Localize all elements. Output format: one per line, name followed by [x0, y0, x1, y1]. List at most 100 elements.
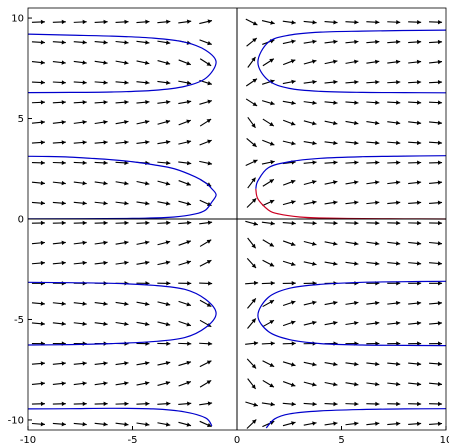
field-arrow: [303, 140, 317, 146]
field-arrow: [247, 116, 256, 129]
field-arrow: [387, 19, 401, 25]
field-arrow: [178, 220, 192, 226]
field-arrow: [262, 360, 275, 368]
field-arrow: [31, 200, 45, 206]
field-arrow: [31, 240, 45, 246]
field-arrow: [31, 40, 45, 45]
field-arrow: [282, 361, 296, 367]
field-arrow: [31, 421, 45, 427]
field-arrow: [52, 120, 66, 125]
field-arrow: [345, 300, 359, 306]
field-arrow: [282, 79, 296, 85]
field-arrow: [52, 100, 66, 105]
field-arrow: [157, 422, 171, 427]
field-arrow: [324, 241, 338, 246]
field-arrow: [199, 401, 213, 406]
field-arrow: [408, 200, 422, 205]
field-arrow: [136, 220, 150, 226]
field-arrow: [282, 140, 296, 146]
field-arrow: [303, 320, 317, 326]
field-arrow: [178, 421, 192, 427]
field-arrow: [324, 401, 338, 407]
field-arrow: [115, 220, 129, 226]
field-arrow: [199, 281, 213, 286]
field-arrow: [387, 261, 401, 266]
field-arrow: [52, 361, 66, 366]
field-arrow: [157, 220, 171, 226]
field-arrow: [366, 100, 380, 105]
field-arrow: [73, 80, 87, 85]
field-arrow: [387, 241, 401, 246]
field-arrow: [345, 180, 359, 185]
y-tick-label: 0: [18, 215, 24, 226]
field-arrow: [94, 140, 108, 145]
solution-curve-4: [257, 29, 446, 94]
field-arrow: [136, 140, 150, 145]
field-arrow: [115, 119, 129, 125]
field-arrow: [247, 56, 256, 68]
field-arrow: [282, 240, 296, 247]
field-arrow: [429, 401, 443, 407]
field-arrow: [387, 79, 401, 85]
field-arrow: [178, 119, 192, 126]
field-arrow: [282, 341, 296, 346]
field-arrow: [178, 80, 192, 85]
field-arrow: [282, 281, 296, 286]
field-arrow: [157, 80, 171, 85]
field-arrow: [73, 140, 87, 145]
field-arrow: [282, 320, 296, 327]
field-arrow: [52, 140, 66, 145]
field-arrow: [345, 320, 359, 326]
field-arrow: [387, 100, 401, 105]
field-arrow: [324, 39, 338, 45]
field-arrow: [115, 301, 129, 306]
field-arrow: [94, 40, 108, 45]
field-arrow: [429, 361, 443, 367]
field-arrow: [429, 140, 443, 145]
field-arrow: [366, 39, 380, 45]
field-arrow: [52, 180, 66, 186]
field-arrow: [115, 19, 129, 25]
field-arrow: [31, 60, 45, 65]
field-arrow: [324, 160, 338, 165]
field-arrow: [429, 19, 443, 25]
field-arrow: [408, 300, 422, 306]
field-arrow: [94, 160, 108, 166]
field-arrow: [408, 241, 422, 246]
field-arrow: [429, 341, 443, 346]
field-arrow: [387, 300, 401, 306]
field-arrow: [115, 201, 129, 206]
field-arrow: [157, 240, 171, 246]
field-arrow: [408, 341, 422, 346]
field-arrow: [199, 239, 212, 247]
field-arrow: [387, 200, 401, 205]
field-arrow: [324, 381, 338, 387]
field-arrow: [178, 200, 192, 206]
field-arrow: [408, 80, 422, 85]
field-arrow: [94, 19, 108, 25]
field-arrow: [115, 100, 129, 105]
field-arrow: [261, 341, 275, 346]
field-arrow: [282, 300, 296, 306]
field-arrow: [136, 381, 150, 386]
field-arrow: [247, 378, 257, 390]
field-arrow: [262, 379, 275, 388]
field-arrow: [52, 60, 66, 65]
field-arrow: [261, 20, 275, 25]
field-arrow: [52, 220, 66, 226]
field-arrow: [429, 241, 443, 246]
field-arrow: [245, 220, 259, 226]
field-arrow: [73, 100, 87, 105]
field-arrow: [115, 240, 129, 245]
field-arrow: [178, 19, 192, 24]
field-arrow: [429, 59, 443, 65]
field-arrow: [324, 421, 338, 426]
field-arrow: [429, 300, 443, 306]
field-arrow: [324, 300, 338, 306]
field-arrow: [157, 40, 171, 45]
y-tick-label: 10: [11, 14, 24, 25]
field-arrow: [262, 239, 275, 247]
field-arrow: [366, 300, 380, 306]
field-arrow: [73, 120, 87, 125]
